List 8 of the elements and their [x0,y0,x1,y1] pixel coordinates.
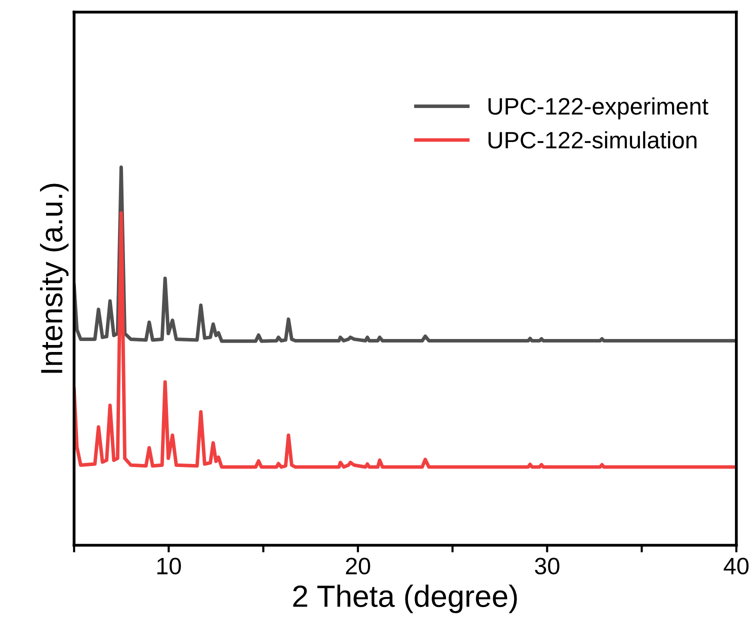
legend-label: UPC-122-experiment [488,97,708,120]
x-tick-label: 30 [534,558,560,574]
y-axis-title: Intensity (a.u.) [40,184,69,373]
x-tick-label: 10 [157,558,181,574]
legend-label: UPC-122-simulation [488,131,696,149]
x-axis-title: 2 Theta (degree) [293,584,517,614]
x-tick-label: 20 [346,558,370,574]
x-tick-label: 40 [724,558,749,574]
